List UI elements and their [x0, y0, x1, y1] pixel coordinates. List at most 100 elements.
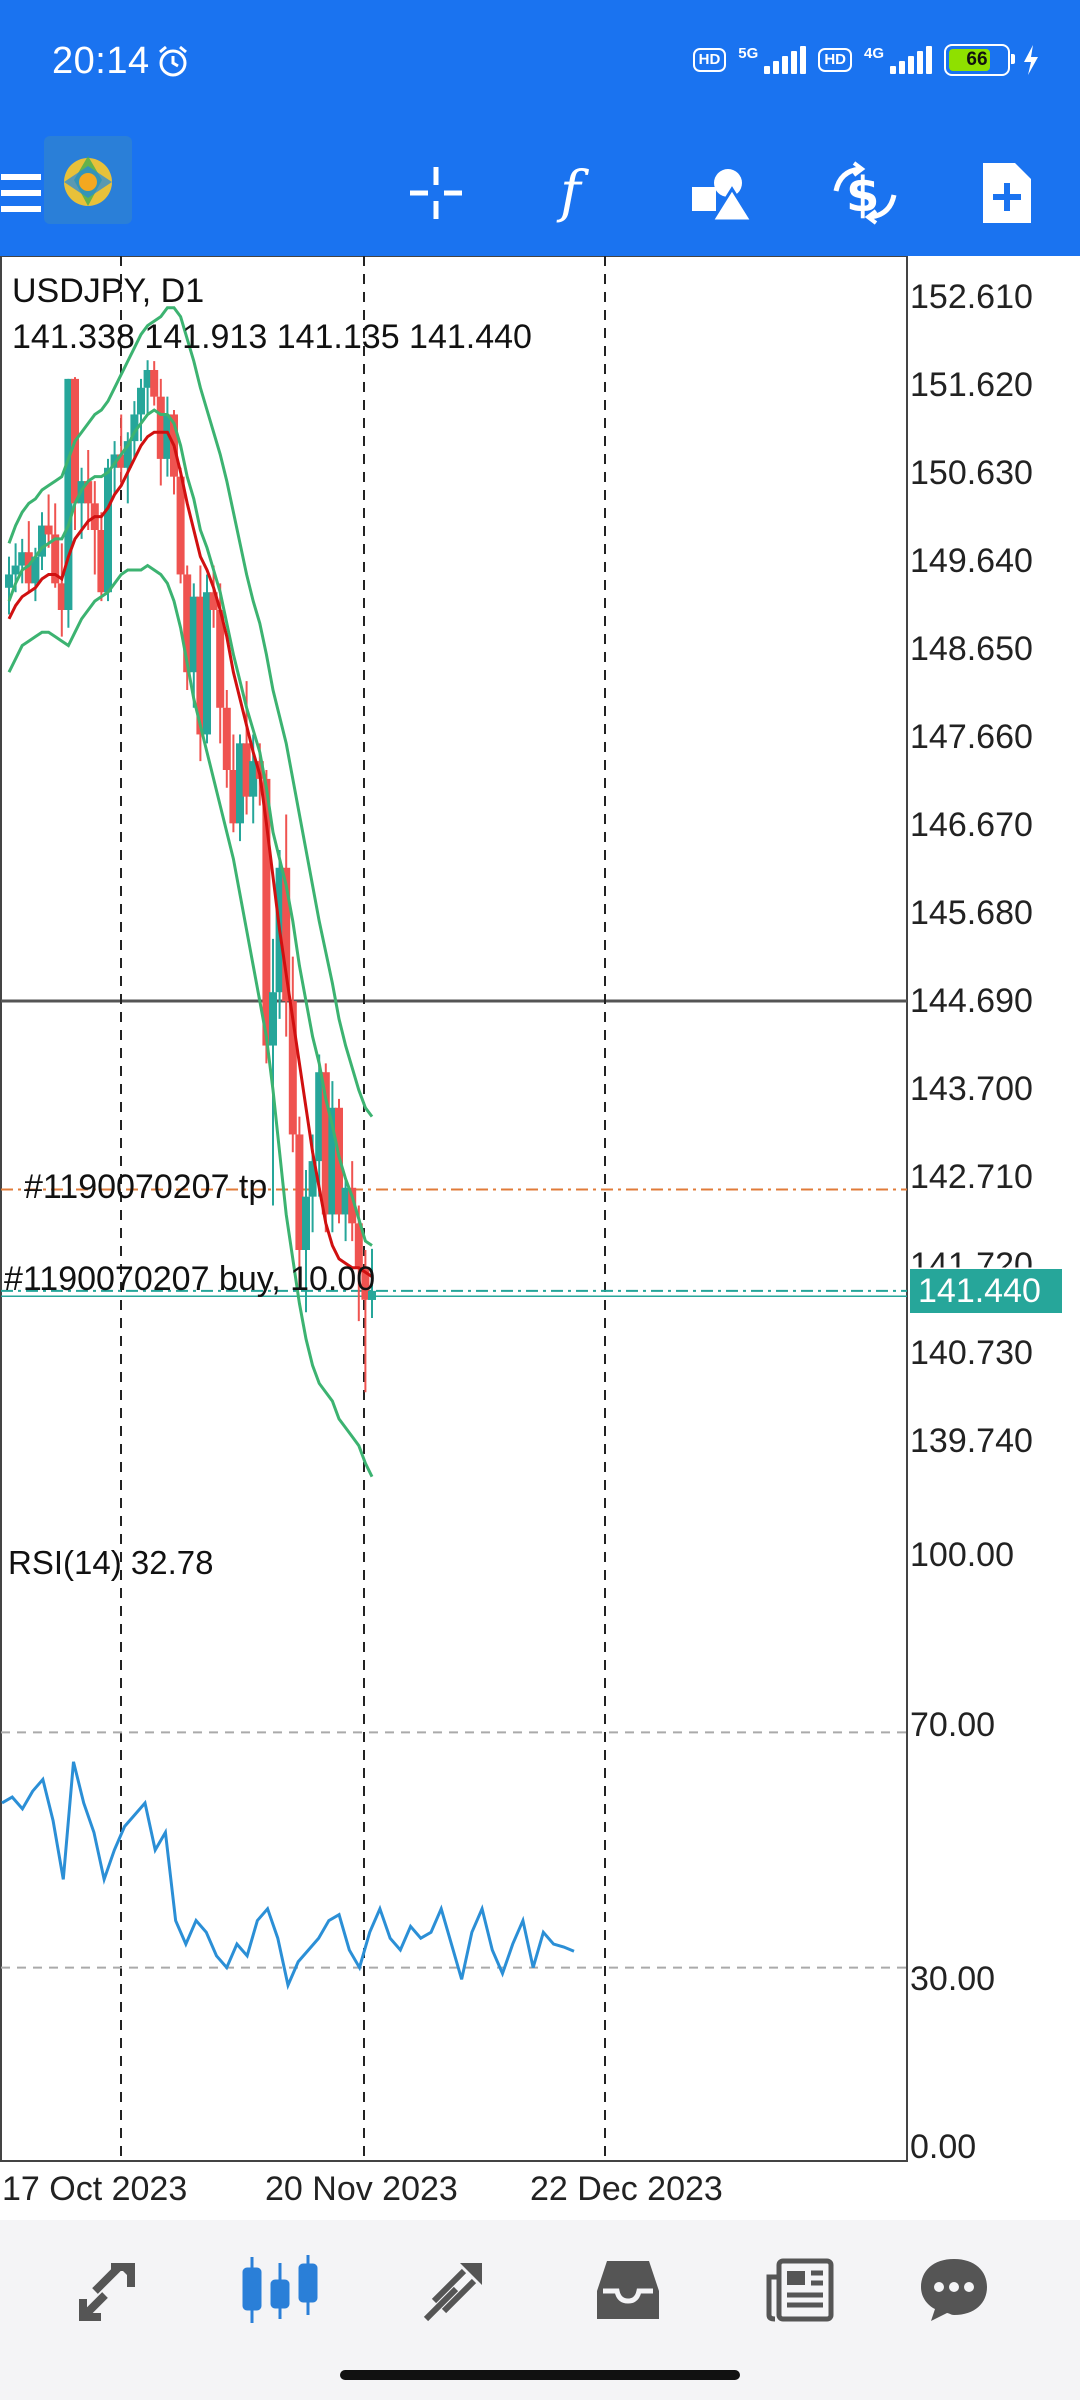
- candle-body: [216, 610, 225, 708]
- price-tick: 147.660: [910, 718, 1033, 756]
- history-icon[interactable]: [588, 2250, 668, 2330]
- candle-body: [348, 1187, 357, 1224]
- candle-body: [222, 707, 231, 770]
- chart-frame: [0, 256, 908, 2162]
- network-type: 4G: [863, 44, 884, 62]
- price-tick: 146.670: [910, 806, 1033, 844]
- candle-body: [137, 387, 145, 415]
- news-icon[interactable]: [760, 2250, 840, 2330]
- candle-body: [163, 414, 172, 459]
- candle-body: [44, 525, 53, 535]
- candle-body: [315, 1072, 324, 1162]
- candle-body: [242, 743, 251, 797]
- candle-body: [196, 596, 205, 735]
- symbol-icon[interactable]: $: [820, 148, 910, 238]
- candle-body: [341, 1187, 350, 1215]
- price-tick: 139.740: [910, 1422, 1033, 1460]
- candle-body: [11, 565, 20, 575]
- price-tick: 151.620: [910, 366, 1033, 404]
- order-tp-label[interactable]: #1190070207 tp: [24, 1168, 268, 1206]
- svg-text:f: f: [556, 163, 590, 223]
- candle-body: [64, 378, 73, 610]
- candle-body: [282, 867, 291, 1002]
- bollinger-band-lower: [7, 563, 374, 1478]
- price-tick: 143.700: [910, 1070, 1033, 1108]
- price-tick: 140.730: [910, 1334, 1033, 1372]
- candle-body: [117, 454, 126, 468]
- candle-body: [143, 370, 152, 388]
- new-order-icon[interactable]: [962, 148, 1052, 238]
- candle-body: [18, 552, 27, 566]
- candle-body: [176, 476, 185, 575]
- chart-area[interactable]: USDJPY, D1 141.338 141.913 141.135 141.4…: [0, 256, 1080, 2216]
- rsi-tick: 70.00: [910, 1706, 996, 1744]
- chat-icon[interactable]: [914, 2250, 994, 2330]
- symbol-label: USDJPY, D1: [12, 272, 205, 310]
- price-tick: 150.630: [910, 454, 1033, 492]
- chart-toolbar: f $: [0, 130, 1080, 256]
- quotes-icon[interactable]: [70, 2250, 150, 2330]
- candle-body: [236, 743, 244, 824]
- signal-icon: [890, 46, 932, 74]
- moving-average-line: [7, 430, 373, 1278]
- hd-badge: HD: [818, 48, 852, 72]
- rsi-tick: 0.00: [910, 2128, 977, 2166]
- candle-body: [288, 1001, 297, 1135]
- bollinger-band-upper: [7, 306, 374, 1118]
- price-tick: 145.680: [910, 894, 1033, 932]
- menu-icon[interactable]: [0, 148, 60, 238]
- candle-body: [104, 467, 112, 593]
- candle-body: [328, 1107, 337, 1215]
- candle-body: [295, 1134, 304, 1250]
- candle-body: [31, 556, 40, 584]
- crosshair-icon[interactable]: [391, 148, 481, 238]
- price-tick: 144.690: [910, 982, 1033, 1020]
- date-tick: 17 Oct 2023: [2, 2170, 188, 2208]
- candle-body: [361, 1267, 370, 1300]
- chart-tab-icon[interactable]: [240, 2250, 320, 2330]
- clock: 20:14: [52, 40, 150, 82]
- current-price-tag: 141.440: [910, 1269, 1062, 1313]
- candle-body: [150, 370, 159, 397]
- network-type: 5G: [738, 44, 759, 62]
- signal-icon: [764, 46, 807, 74]
- rsi-tick: 30.00: [910, 1960, 996, 1998]
- date-tick: 22 Dec 2023: [530, 2170, 723, 2208]
- indicators-icon[interactable]: f: [531, 148, 621, 238]
- objects-icon[interactable]: [677, 148, 767, 238]
- candle-body: [308, 1161, 317, 1197]
- candle-body: [156, 396, 165, 459]
- candle-body: [5, 574, 13, 588]
- order-buy-label[interactable]: #1190070207 buy, 10.00: [4, 1260, 376, 1298]
- candle-body: [203, 592, 211, 735]
- candle-body: [354, 1223, 363, 1268]
- alarm-icon: [159, 45, 187, 77]
- trade-icon[interactable]: [415, 2250, 495, 2330]
- bollinger-band-middle: [7, 408, 373, 1247]
- app-logo-icon[interactable]: [44, 136, 132, 224]
- candle-body: [38, 525, 46, 557]
- status-bar: 20:14 HD 5G HD 4G 66: [0, 0, 1080, 130]
- home-indicator[interactable]: [340, 2370, 740, 2380]
- price-tick: 149.640: [910, 542, 1033, 580]
- candle-body: [97, 530, 106, 593]
- hd-badge: HD: [692, 48, 727, 72]
- candle-body: [302, 1196, 310, 1250]
- bottom-navigation: [0, 2220, 1080, 2400]
- candle-body: [123, 441, 132, 468]
- price-tick: 152.610: [910, 278, 1033, 316]
- candle-body: [84, 481, 93, 504]
- candle-body: [209, 592, 218, 610]
- charging-icon: [1024, 45, 1038, 75]
- price-chart[interactable]: [0, 256, 1080, 2216]
- candle-body: [189, 596, 198, 673]
- candle-body: [269, 992, 277, 1046]
- candle-body: [51, 534, 60, 584]
- price-tick: 142.710: [910, 1158, 1033, 1196]
- ohlc-values: 141.338 141.913 141.135 141.440: [12, 318, 532, 356]
- rsi-tick: 100.00: [910, 1536, 1014, 1574]
- candle-body: [130, 414, 139, 442]
- candle-body: [229, 770, 238, 824]
- candle-body: [262, 778, 271, 1046]
- price-tick: 141.720: [910, 1246, 1033, 1284]
